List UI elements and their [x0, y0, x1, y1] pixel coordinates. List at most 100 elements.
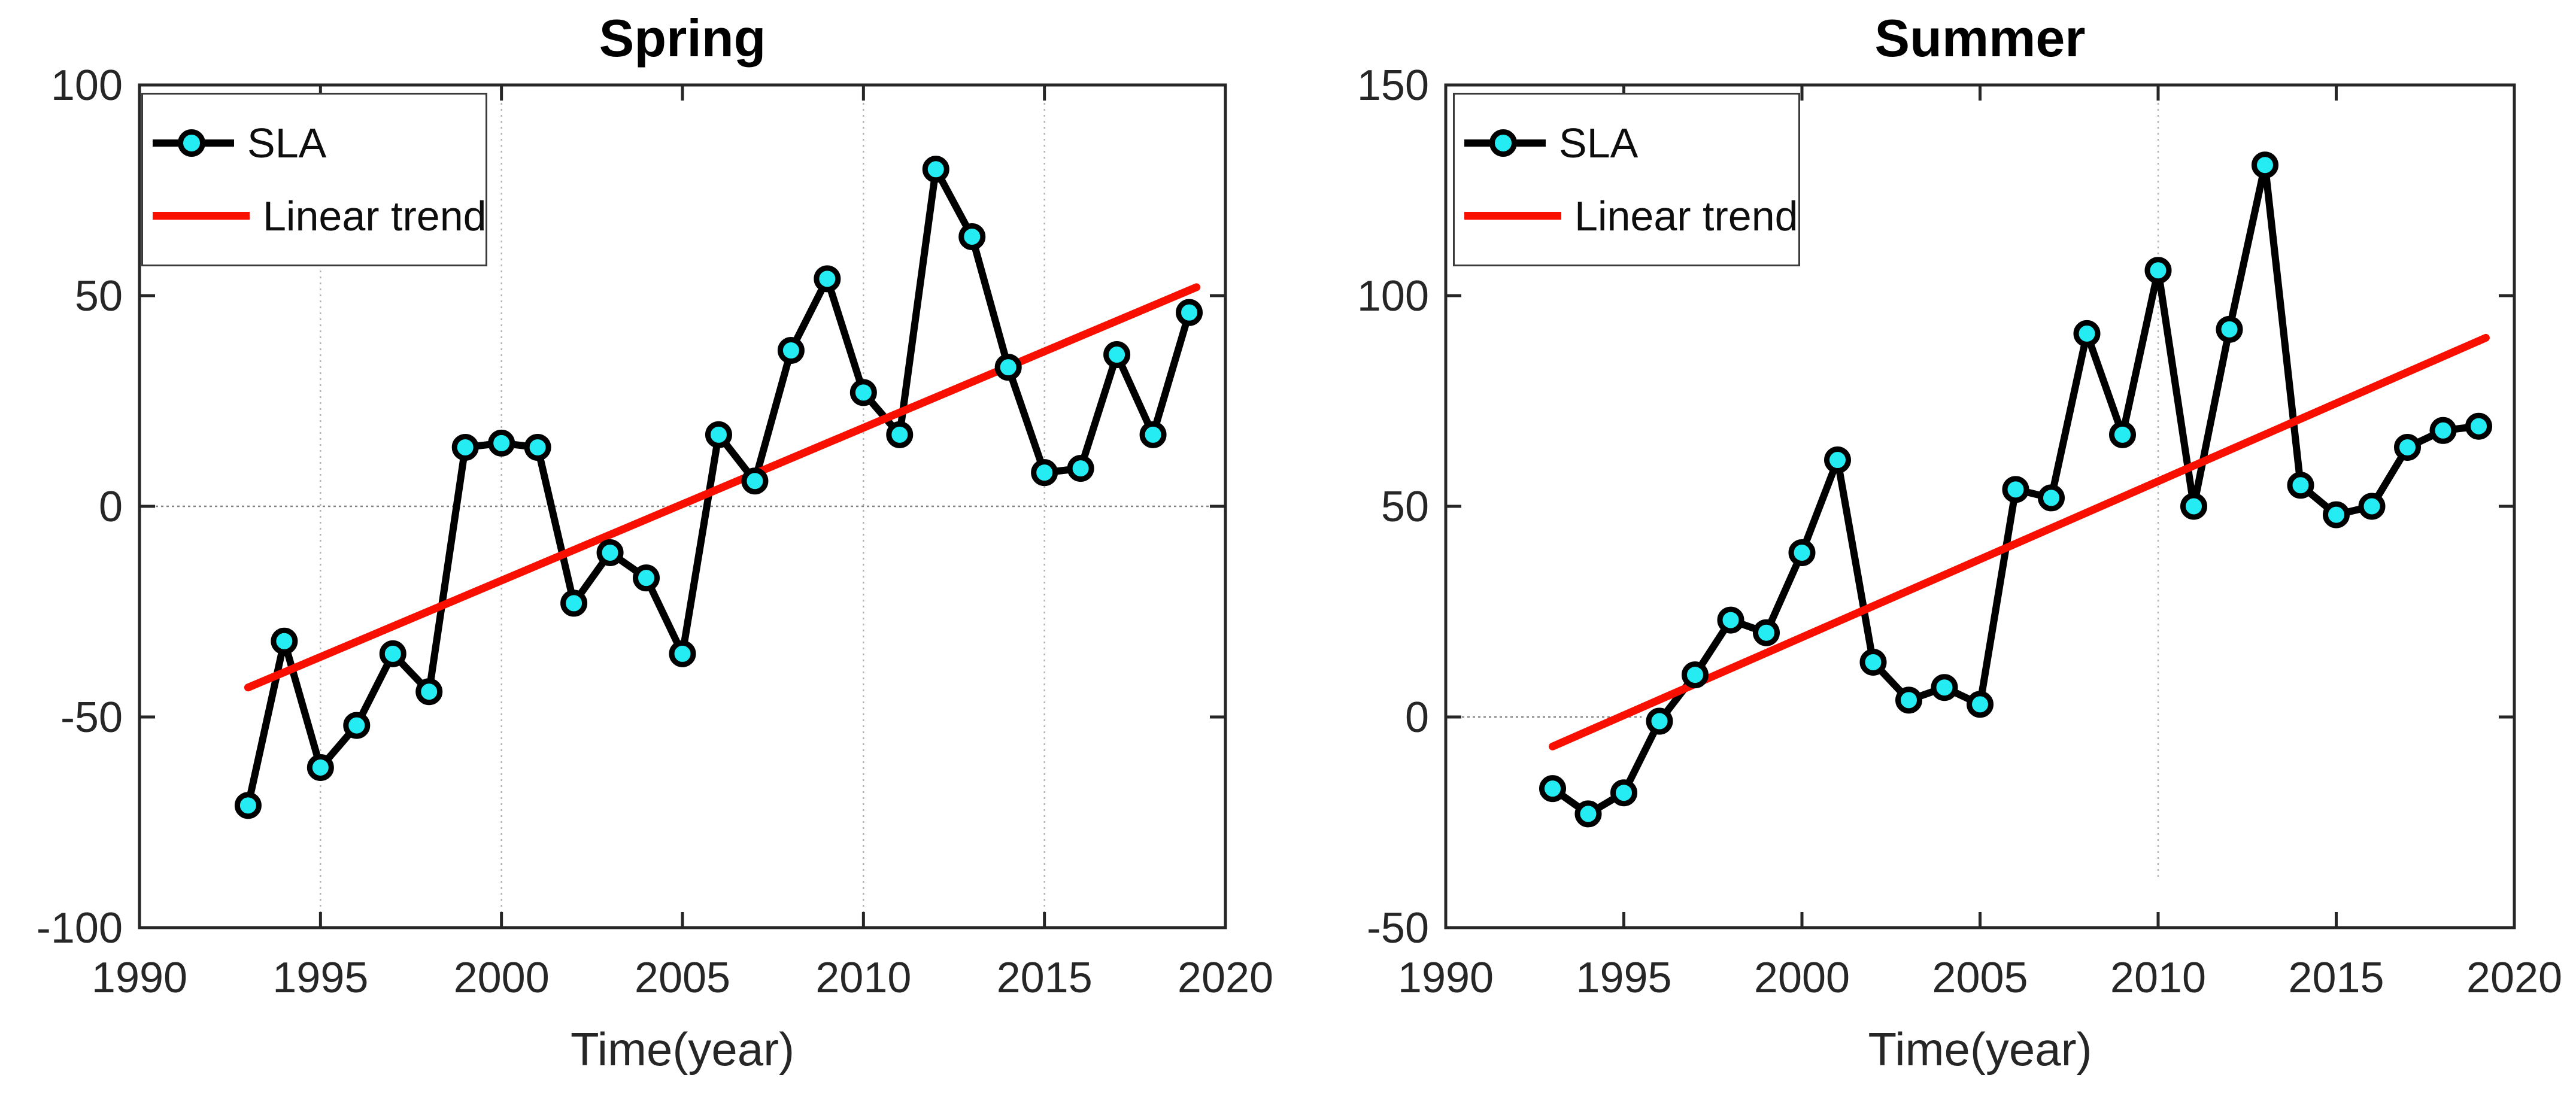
data-point: [2144, 257, 2172, 284]
y-tick-label: 0: [99, 483, 123, 531]
x-tick-label: 2020: [1178, 954, 1273, 1002]
legend-entry-trend: Linear trend: [153, 192, 487, 240]
data-point: [1859, 648, 1887, 676]
data-point: [2180, 493, 2207, 520]
x-tick-label: 2010: [815, 954, 911, 1002]
summer-title: Summer: [1874, 8, 2086, 68]
x-tick-label: 2020: [2466, 954, 2562, 1002]
data-point: [633, 564, 660, 592]
legend-entry-sla: SLA: [153, 119, 486, 167]
data-point: [2038, 484, 2065, 512]
sla-marker-icon: [1489, 129, 1517, 157]
data-point: [705, 421, 732, 448]
trend-line: [244, 283, 1201, 692]
data-point: [994, 354, 1022, 381]
x-tick-label: 2000: [454, 954, 550, 1002]
legend-label-sla: SLA: [1559, 120, 1639, 167]
y-tick-label: 150: [1357, 62, 1429, 110]
data-point: [451, 433, 479, 461]
data-point: [415, 678, 443, 706]
x-tick-label: 2000: [1754, 954, 1850, 1002]
spring-legend: SLA Linear trend: [141, 93, 487, 266]
data-point: [1539, 775, 1566, 803]
data-point: [849, 379, 877, 406]
sla-marker-icon: [178, 129, 205, 157]
data-point: [777, 337, 805, 364]
sla-line-icon: [1464, 129, 1546, 157]
data-point: [1788, 539, 1816, 566]
spring-title: Spring: [599, 8, 766, 68]
data-point: [1176, 299, 1203, 326]
trend-line-icon: [153, 212, 250, 220]
data-point: [1103, 341, 1131, 369]
data-point: [1031, 459, 1058, 487]
data-point: [922, 156, 949, 183]
data-point: [1753, 619, 1780, 646]
y-tick-label: -50: [60, 694, 123, 742]
legend-entry-sla: SLA: [1464, 119, 1798, 167]
x-tick-label: 1990: [1398, 954, 1494, 1002]
data-point: [271, 627, 298, 655]
data-point: [1682, 661, 1709, 689]
data-point: [2358, 493, 2386, 520]
x-tick-label: 2005: [1932, 954, 2028, 1002]
y-tick-label: 50: [1381, 483, 1429, 531]
data-point: [1139, 421, 1167, 448]
x-tick-label: 2005: [635, 954, 730, 1002]
data-point: [1931, 674, 1958, 701]
summer-legend: SLA Linear trend: [1453, 93, 1800, 266]
legend-label-trend: Linear trend: [263, 192, 487, 239]
data-point: [379, 640, 406, 667]
data-point: [2323, 501, 2350, 528]
data-point: [1824, 446, 1851, 474]
trend-line: [1549, 333, 2490, 750]
data-point: [2394, 433, 2421, 461]
legend-label-sla: SLA: [247, 120, 327, 167]
x-tick-label: 1995: [272, 954, 368, 1002]
x-tick-label: 2010: [2110, 954, 2206, 1002]
y-tick-label: 50: [75, 272, 123, 320]
data-point: [488, 429, 515, 457]
data-point: [2465, 412, 2492, 440]
spring-xaxis-label: Time(year): [570, 1023, 795, 1075]
data-point: [1895, 686, 1922, 714]
data-point: [560, 590, 588, 617]
x-tick-label: 2015: [997, 954, 1093, 1002]
x-tick-label: 1995: [1576, 954, 1671, 1002]
data-point: [1717, 606, 1744, 634]
data-point: [2109, 421, 2136, 448]
data-point: [2002, 476, 2029, 503]
data-point: [234, 792, 262, 819]
data-point: [1967, 691, 1994, 718]
data-point: [1067, 455, 1094, 482]
x-tick-label: 2015: [2288, 954, 2384, 1002]
data-point: [741, 467, 769, 495]
data-point: [1646, 707, 1673, 735]
y-tick-label: 0: [1405, 694, 1429, 742]
data-point: [2216, 315, 2243, 343]
data-point: [814, 265, 841, 293]
y-tick-label: 100: [51, 62, 123, 110]
data-point: [1574, 800, 1602, 828]
trend-line-icon: [1464, 212, 1561, 220]
data-point: [886, 421, 914, 448]
data-point: [2429, 417, 2457, 444]
data-point: [596, 539, 624, 566]
y-tick-label: -50: [1367, 904, 1429, 952]
x-tick-label: 1990: [92, 954, 187, 1002]
data-point: [524, 433, 551, 461]
legend-label-trend: Linear trend: [1574, 192, 1798, 239]
data-point: [2252, 151, 2278, 179]
data-point: [343, 712, 371, 739]
data-point: [307, 753, 334, 781]
legend-entry-trend: Linear trend: [1464, 192, 1798, 240]
y-tick-label: 100: [1357, 272, 1429, 320]
sla-line-icon: [153, 129, 234, 157]
data-point: [2287, 472, 2314, 499]
summer-xaxis-label: Time(year): [1868, 1023, 2092, 1075]
data-point: [2073, 320, 2101, 347]
data-point: [958, 223, 986, 250]
y-tick-label: -100: [37, 904, 123, 952]
